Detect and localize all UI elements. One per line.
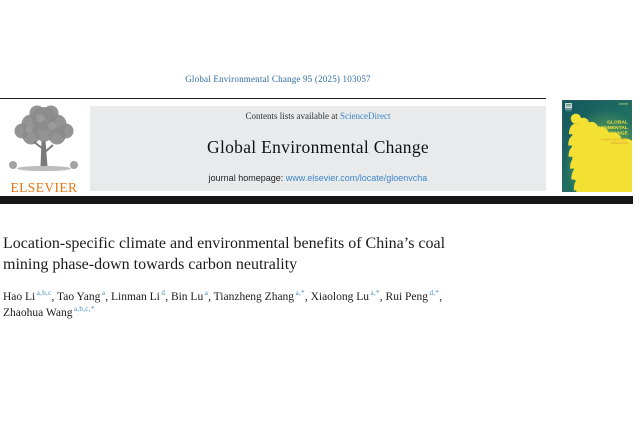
article-title: Location-specific climate and environmen…	[3, 233, 563, 275]
svg-text:CHANGE: CHANGE	[607, 131, 629, 137]
author-line-2: Zhaohua Wang a,b,c,*	[3, 305, 633, 321]
journal-header-box: Contents lists available at ScienceDirec…	[90, 106, 546, 191]
svg-text:ENVIRONMENTAL: ENVIRONMENTAL	[585, 125, 628, 131]
cover-publisher-mark	[565, 103, 572, 112]
homepage-prefix: journal homepage:	[208, 173, 286, 183]
svg-text:HUMAN AND POLICY: HUMAN AND POLICY	[601, 138, 628, 142]
author: Bin Lu a	[170, 289, 209, 303]
cover-issue-mark	[619, 103, 628, 105]
svg-text:DIMENSIONS: DIMENSIONS	[611, 141, 628, 145]
author-separator: ,	[105, 291, 111, 303]
header-bottom-bar	[0, 196, 633, 204]
author-affiliation-sup: d	[161, 289, 166, 298]
author-separator: ,	[379, 291, 386, 303]
author: Hao Li a,b,c	[3, 289, 52, 303]
author: Zhaohua Wang a,b,c,*	[3, 305, 95, 319]
homepage-line: journal homepage: www.elsevier.com/locat…	[209, 173, 428, 183]
sciencedirect-link[interactable]: ScienceDirect	[340, 111, 391, 121]
author-affiliation-sup: a,b,c,*	[73, 305, 95, 314]
elsevier-logo: ELSEVIER	[3, 104, 85, 195]
elsevier-tree-icon	[9, 105, 78, 172]
author-separator: ,	[439, 291, 443, 303]
contents-line: Contents lists available at ScienceDirec…	[246, 111, 391, 121]
author-affiliation-sup: a,*	[295, 289, 305, 298]
journal-homepage-link[interactable]: www.elsevier.com/locate/gloenvcha	[285, 173, 428, 183]
author: Rui Peng d,*	[385, 289, 440, 303]
cover-journal-title: GLOBAL ENVIRONMENTAL CHANGE	[585, 120, 628, 137]
journal-cover-art: GLOBAL ENVIRONMENTAL CHANGE HUMAN AND PO…	[561, 99, 632, 192]
article-title-line2: mining phase-down towards carbon neutral…	[3, 256, 298, 273]
author-affiliation-sup: a	[204, 289, 209, 298]
header-top-rule	[0, 98, 546, 100]
author: Tao Yang a	[57, 289, 106, 303]
author-line-1: Hao Li a,b,c, Tao Yang a, Linman Li d, Bin …	[3, 289, 633, 305]
author-list: Hao Li a,b,c, Tao Yang a, Linman Li d, Bin …	[3, 289, 633, 321]
author-separator: ,	[51, 291, 58, 303]
author: Tianzheng Zhang a,*	[213, 289, 305, 303]
author: Linman Li d	[111, 289, 166, 303]
cover-journal-subtitle: HUMAN AND POLICY DIMENSIONS	[601, 138, 628, 146]
author-separator: ,	[165, 291, 171, 303]
contents-line-prefix: Contents lists available at	[245, 111, 340, 121]
author-affiliation-sup: a,*	[370, 289, 380, 298]
author-affiliation-sup: d,*	[429, 289, 440, 298]
author-separator: ,	[208, 291, 214, 303]
journal-title: Global Environmental Change	[207, 136, 429, 157]
article-title-line1: Location-specific climate and environmen…	[3, 235, 446, 252]
svg-text:GLOBAL: GLOBAL	[607, 120, 628, 126]
journal-cover-thumbnail: GLOBAL ENVIRONMENTAL CHANGE HUMAN AND PO…	[561, 99, 632, 192]
journal-citation: Global Environmental Change 95 (2025) 10…	[185, 74, 371, 84]
author-separator: ,	[304, 291, 311, 303]
author-affiliation-sup: a,b,c	[36, 289, 52, 298]
elsevier-wordmark: ELSEVIER	[10, 180, 78, 195]
author: Xiaolong Lu a,*	[310, 289, 380, 303]
author-affiliation-sup: a	[101, 289, 106, 298]
